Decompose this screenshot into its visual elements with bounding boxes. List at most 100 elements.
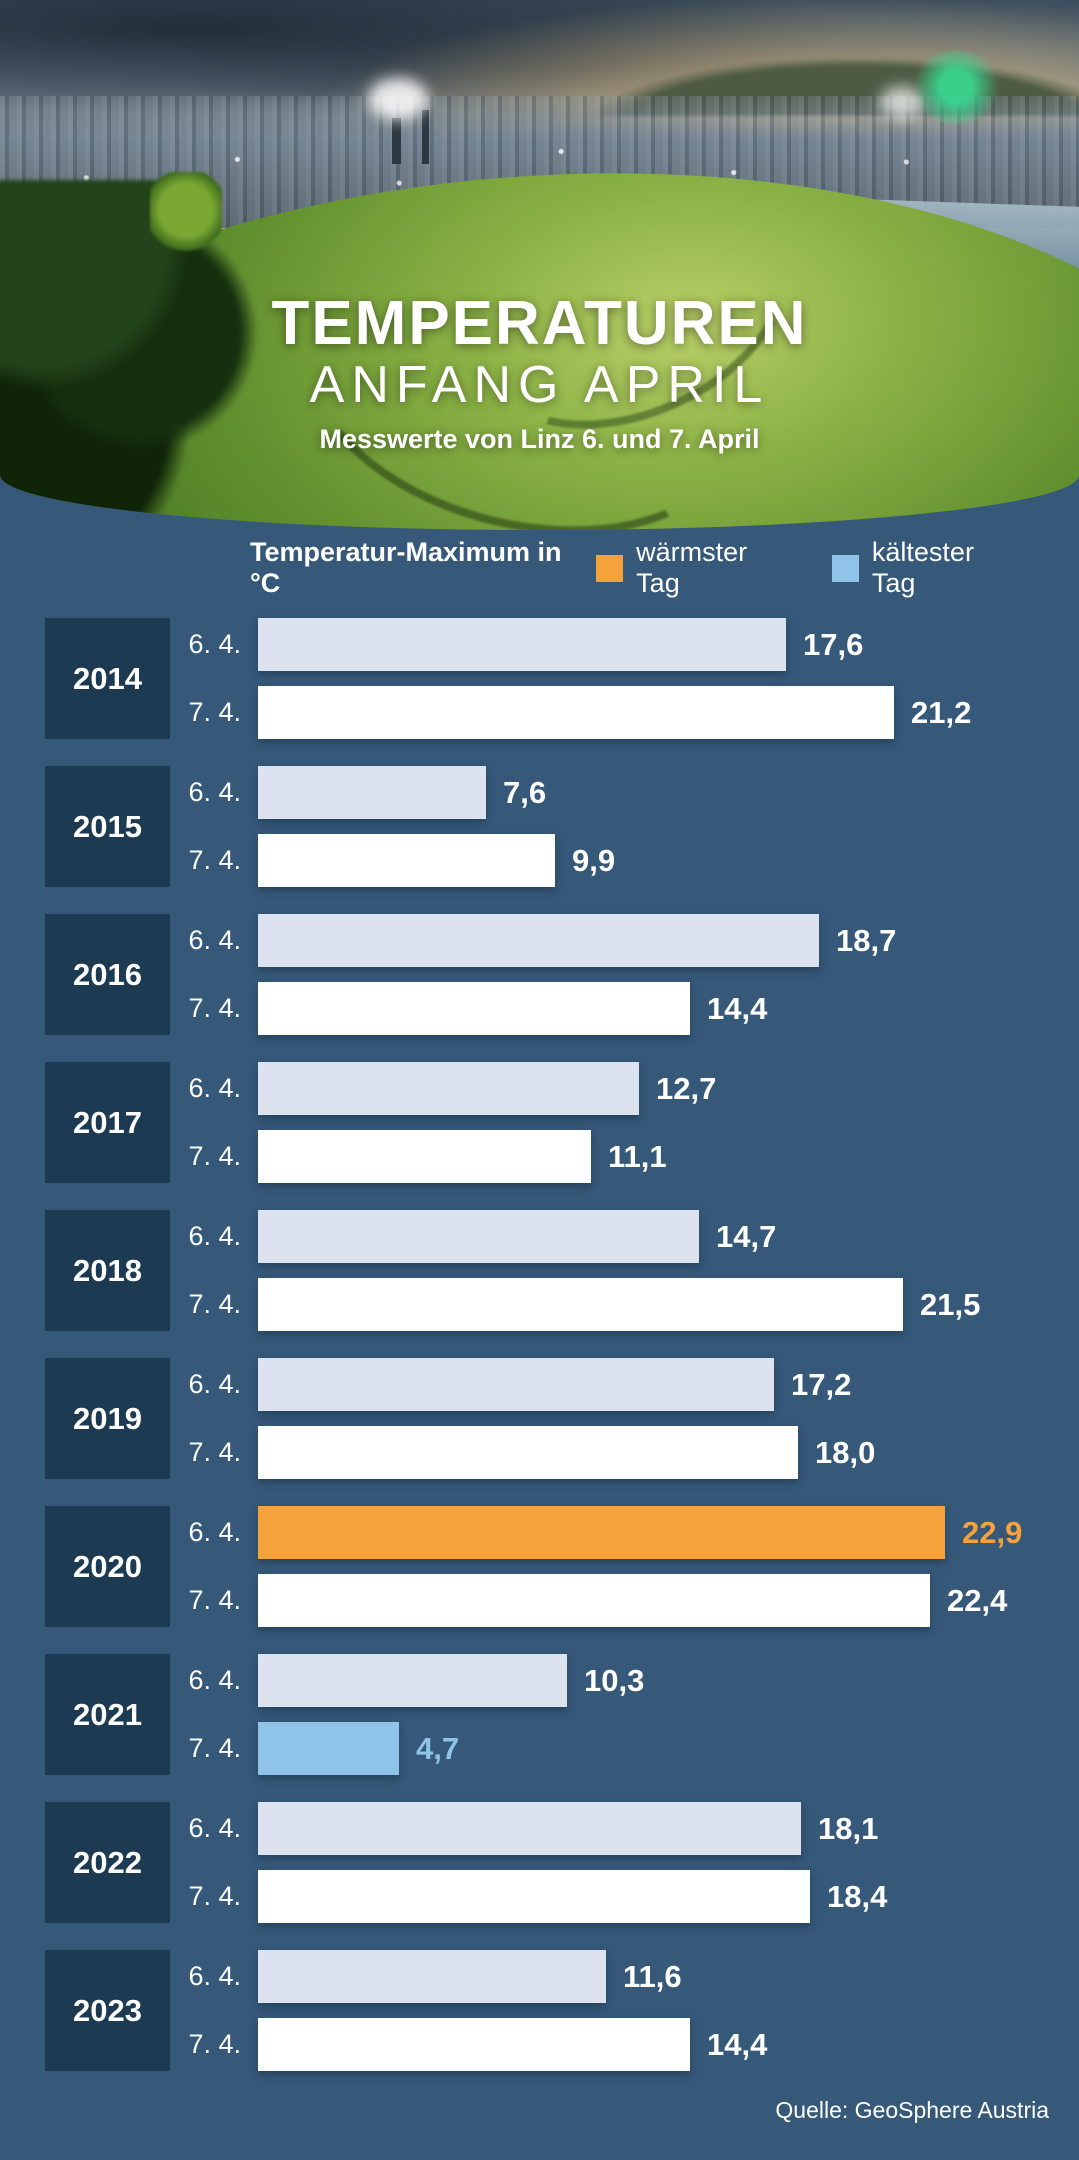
date-label: 7. 4. <box>188 1289 241 1319</box>
page-tagline: Messwerte von Linz 6. und 7. April <box>319 424 760 454</box>
bar-row-2016-74: 7. 4. 14,4 <box>170 982 1059 1035</box>
bar-row-2021-74: 7. 4. 4,7 <box>170 1722 1059 1775</box>
temperature-bar <box>258 1278 903 1331</box>
temperature-bar <box>258 1426 798 1479</box>
bar-row-2020-64: 6. 4. 22,9 <box>170 1506 1059 1559</box>
date-label: 6. 4. <box>188 629 241 659</box>
temperature-bar <box>258 1802 801 1855</box>
bar-track: 11,6 <box>258 1950 1059 2003</box>
photo-chimney <box>422 110 429 164</box>
legend-item-coldest: kältester Tag <box>832 537 1023 599</box>
temperature-bar <box>258 1062 639 1115</box>
date-label: 6. 4. <box>188 1517 241 1547</box>
year-group-2018: 2018 6. 4. 14,7 7. 4. 21,5 <box>45 1210 1059 1331</box>
year-rows: 6. 4. 14,7 7. 4. 21,5 <box>170 1210 1059 1331</box>
bar-track: 7,6 <box>258 766 1059 819</box>
year-label: 2016 <box>45 914 170 1035</box>
coldest-day-swatch-icon <box>832 554 859 582</box>
value-label: 17,2 <box>791 1366 852 1402</box>
value-label: 14,4 <box>707 2026 768 2062</box>
year-group-2021: 2021 6. 4. 10,3 7. 4. 4,7 <box>45 1654 1059 1775</box>
bar-row-2014-74: 7. 4. 21,2 <box>170 686 1059 739</box>
bar-track: 10,3 <box>258 1654 1059 1707</box>
temperature-bar <box>258 618 786 671</box>
date-label: 7. 4. <box>188 2029 241 2059</box>
bar-row-2020-74: 7. 4. 22,4 <box>170 1574 1059 1627</box>
value-label: 18,7 <box>836 922 897 958</box>
temperature-bar <box>258 1210 699 1263</box>
value-label: 17,6 <box>803 626 864 662</box>
value-label: 10,3 <box>584 1662 645 1698</box>
date-label: 7. 4. <box>188 845 241 875</box>
source-credit: Quelle: GeoSphere Austria <box>775 2097 1049 2123</box>
value-label: 18,0 <box>815 1434 876 1470</box>
temperature-bar <box>258 1358 774 1411</box>
value-label: 18,1 <box>818 1810 879 1846</box>
year-rows: 6. 4. 11,6 7. 4. 14,4 <box>170 1950 1059 2071</box>
bar-track: 12,7 <box>258 1062 1059 1115</box>
date-label: 7. 4. <box>188 1733 241 1763</box>
date-label: 6. 4. <box>188 925 241 955</box>
bar-track: 18,4 <box>258 1870 1059 1923</box>
bar-track: 18,1 <box>258 1802 1059 1855</box>
bar-track: 17,2 <box>258 1358 1059 1411</box>
year-rows: 6. 4. 22,9 7. 4. 22,4 <box>170 1506 1059 1627</box>
temperature-bar <box>258 1870 810 1923</box>
year-label: 2021 <box>45 1654 170 1775</box>
date-label: 7. 4. <box>188 1141 241 1171</box>
title-block: TEMPERATUREN ANFANG APRIL Messwerte von … <box>0 292 1079 455</box>
year-rows: 6. 4. 10,3 7. 4. 4,7 <box>170 1654 1059 1775</box>
value-label: 14,7 <box>716 1218 777 1254</box>
temperature-bar <box>258 1722 399 1775</box>
temperature-bar-chart: 2014 6. 4. 17,6 7. 4. 21,2 2015 6. 4. 7,6 7. 4. 9… <box>45 618 1059 2098</box>
photo-chimney <box>392 118 401 164</box>
value-label: 22,4 <box>947 1582 1008 1618</box>
year-rows: 6. 4. 12,7 7. 4. 11,1 <box>170 1062 1059 1183</box>
bar-row-2018-64: 6. 4. 14,7 <box>170 1210 1059 1263</box>
photo-tree <box>150 172 222 256</box>
bar-row-2017-74: 7. 4. 11,1 <box>170 1130 1059 1183</box>
warmest-day-swatch-icon <box>596 554 624 582</box>
value-label: 7,6 <box>503 774 547 810</box>
bar-track: 22,9 <box>258 1506 1059 1559</box>
year-label: 2015 <box>45 766 170 887</box>
photo-steam-plume <box>368 78 428 120</box>
value-label: 4,7 <box>416 1730 460 1766</box>
bar-track: 14,4 <box>258 982 1059 1035</box>
bar-row-2015-64: 6. 4. 7,6 <box>170 766 1059 819</box>
bar-row-2021-64: 6. 4. 10,3 <box>170 1654 1059 1707</box>
photo-bushes <box>0 180 285 520</box>
value-label: 11,6 <box>623 1958 682 1994</box>
year-group-2016: 2016 6. 4. 18,7 7. 4. 14,4 <box>45 914 1059 1035</box>
date-label: 6. 4. <box>188 1369 241 1399</box>
date-label: 6. 4. <box>188 1813 241 1843</box>
bar-track: 18,0 <box>258 1426 1059 1479</box>
bar-row-2018-74: 7. 4. 21,5 <box>170 1278 1059 1331</box>
year-rows: 6. 4. 7,6 7. 4. 9,9 <box>170 766 1059 887</box>
date-label: 7. 4. <box>188 993 241 1023</box>
year-label: 2018 <box>45 1210 170 1331</box>
year-group-2014: 2014 6. 4. 17,6 7. 4. 21,2 <box>45 618 1059 739</box>
year-label: 2019 <box>45 1358 170 1479</box>
temperature-bar <box>258 1506 945 1559</box>
year-label: 2017 <box>45 1062 170 1183</box>
bar-track: 17,6 <box>258 618 1059 671</box>
temperature-bar <box>258 766 486 819</box>
page-subtitle: ANFANG APRIL <box>309 356 770 414</box>
temperature-bar <box>258 1654 567 1707</box>
bar-row-2016-64: 6. 4. 18,7 <box>170 914 1059 967</box>
year-group-2017: 2017 6. 4. 12,7 7. 4. 11,1 <box>45 1062 1059 1183</box>
bar-track: 9,9 <box>258 834 1059 887</box>
value-label: 21,2 <box>911 694 972 730</box>
header-photo: TEMPERATUREN ANFANG APRIL Messwerte von … <box>0 0 1079 530</box>
bar-track: 21,5 <box>258 1278 1059 1331</box>
bar-row-2014-64: 6. 4. 17,6 <box>170 618 1059 671</box>
year-group-2022: 2022 6. 4. 18,1 7. 4. 18,4 <box>45 1802 1059 1923</box>
date-label: 7. 4. <box>188 1585 241 1615</box>
temperature-bar <box>258 834 555 887</box>
year-rows: 6. 4. 17,2 7. 4. 18,0 <box>170 1358 1059 1479</box>
value-label: 9,9 <box>572 842 616 878</box>
bar-track: 21,2 <box>258 686 1059 739</box>
year-rows: 6. 4. 18,7 7. 4. 14,4 <box>170 914 1059 1035</box>
date-label: 7. 4. <box>188 1437 241 1467</box>
